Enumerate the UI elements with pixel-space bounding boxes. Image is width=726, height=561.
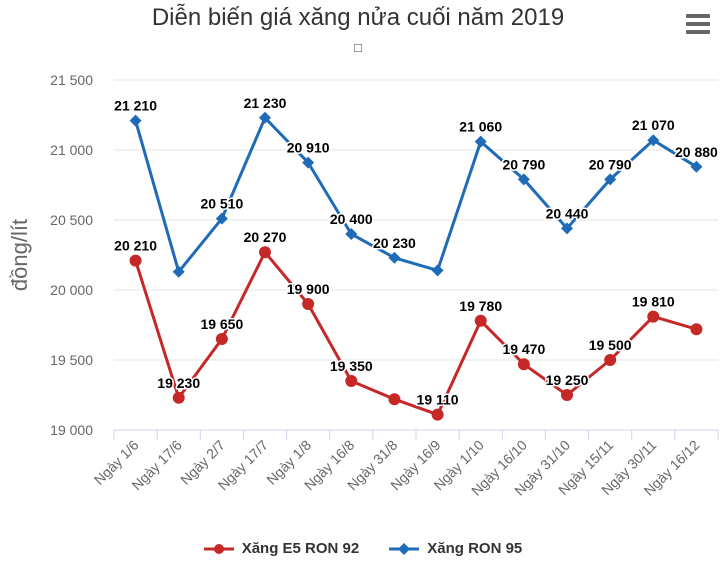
- data-point: [647, 134, 660, 147]
- data-point: [302, 298, 315, 310]
- data-label: 19 780: [459, 298, 502, 314]
- data-point: [172, 265, 185, 278]
- y-tick-label: 20 000: [50, 282, 93, 298]
- data-point: [604, 173, 617, 186]
- y-tick-label: 19 500: [50, 352, 93, 368]
- data-point: [302, 156, 315, 169]
- chart-title: Diễn biến giá xăng nửa cuối năm 2019: [151, 4, 565, 31]
- data-label: 19 250: [546, 372, 589, 388]
- data-label: 21 230: [244, 95, 287, 111]
- data-point: [474, 135, 487, 148]
- legend-e5-label: Xăng E5 RON 92: [241, 540, 360, 557]
- y-tick-label: 20 500: [50, 212, 93, 228]
- data-point: [259, 246, 271, 259]
- hamburger-menu-icon[interactable]: [686, 14, 710, 34]
- data-label: 19 500: [589, 337, 632, 353]
- y-tick-label: 21 000: [50, 142, 93, 158]
- data-point: [431, 264, 444, 277]
- chart-subtitle-icon: □: [354, 40, 362, 55]
- legend-e5-marker: [203, 543, 234, 554]
- data-label: 19 110: [417, 392, 459, 408]
- data-point: [690, 160, 703, 173]
- data-point: [517, 173, 530, 186]
- legend-ron95-marker: [389, 542, 420, 555]
- data-point: [215, 333, 228, 345]
- data-point: [345, 375, 358, 387]
- data-point: [517, 358, 530, 371]
- data-point: [215, 212, 228, 225]
- legend-ron95-label: Xăng RON 95: [427, 540, 523, 557]
- data-label: 20 790: [589, 156, 632, 172]
- data-label: 19 350: [330, 358, 373, 374]
- data-label: 20 270: [244, 229, 287, 245]
- data-label: 20 880: [675, 144, 718, 160]
- series-line-ron95: [134, 116, 698, 274]
- chart-legend: Xăng E5 RON 92 Xăng RON 95: [0, 540, 726, 557]
- data-point: [474, 314, 487, 327]
- legend-item-ron95[interactable]: Xăng RON 95: [389, 540, 522, 557]
- data-label: 19 470: [502, 341, 545, 357]
- series-line-e5: [134, 250, 697, 417]
- data-point: [259, 111, 271, 124]
- data-point: [690, 323, 703, 336]
- data-label: 20 230: [373, 235, 416, 251]
- data-label: 20 790: [502, 156, 545, 172]
- data-point: [345, 228, 358, 240]
- legend-item-e5[interactable]: Xăng E5 RON 92: [203, 540, 360, 557]
- data-point: [561, 389, 573, 401]
- data-label: 20 210: [114, 238, 157, 254]
- data-label: 19 650: [200, 316, 243, 332]
- data-point: [604, 354, 617, 366]
- data-label: 21 210: [114, 98, 157, 114]
- data-point: [172, 391, 185, 404]
- data-label: 20 910: [287, 140, 330, 156]
- data-label: 21 060: [459, 119, 502, 135]
- y-tick-label: 21 500: [50, 72, 93, 88]
- data-point: [561, 222, 573, 235]
- data-label: 19 810: [632, 294, 675, 310]
- data-point: [388, 393, 401, 406]
- data-point: [388, 251, 401, 264]
- data-label: 20 510: [200, 196, 243, 212]
- data-label: 19 900: [287, 281, 330, 297]
- data-point: [129, 114, 142, 127]
- data-point: [129, 254, 142, 267]
- data-point: [647, 310, 660, 323]
- data-label: 19 230: [157, 375, 200, 391]
- data-label: 20 400: [330, 211, 373, 227]
- y-tick-label: 19 000: [50, 422, 93, 438]
- data-label: 20 440: [546, 205, 589, 221]
- data-label: 21 070: [632, 117, 675, 133]
- data-point: [431, 408, 444, 421]
